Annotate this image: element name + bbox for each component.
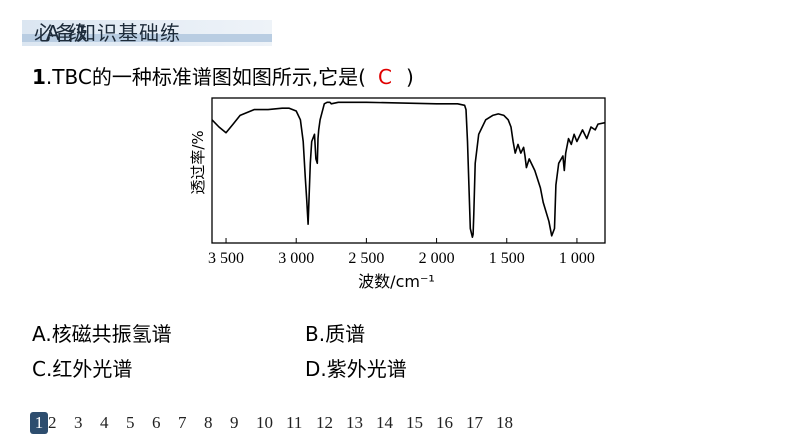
page-link-12[interactable]: 12 xyxy=(316,413,333,432)
option-a[interactable]: A.核磁共振氢谱 xyxy=(32,322,172,346)
question-number: 1 xyxy=(32,65,46,89)
page-link-9[interactable]: 9 xyxy=(230,413,239,432)
section-banner: A 级必备知识基础练 xyxy=(22,20,272,46)
page-link-6[interactable]: 6 xyxy=(152,413,161,432)
x-tick-label: 3 500 xyxy=(208,250,244,267)
page-link-4[interactable]: 4 xyxy=(100,413,109,432)
question-close: ) xyxy=(405,65,414,89)
section-title: 必备知识基础练 xyxy=(34,21,181,45)
page-link-14[interactable]: 14 xyxy=(376,413,393,432)
option-b[interactable]: B.质谱 xyxy=(305,322,366,346)
y-axis-label: 透过率/% xyxy=(189,130,207,194)
page-link-16[interactable]: 16 xyxy=(436,413,453,432)
section-level: A 级 xyxy=(46,21,90,45)
x-tick-label: 1 000 xyxy=(559,250,595,267)
page-link-8[interactable]: 8 xyxy=(204,413,213,432)
banner-band xyxy=(22,34,272,42)
page-link-11[interactable]: 11 xyxy=(286,413,303,432)
page-link-13[interactable]: 13 xyxy=(346,413,363,432)
page-link-15[interactable]: 15 xyxy=(406,413,423,432)
page-link-3[interactable]: 3 xyxy=(74,413,83,432)
section-heading: A 级必备知识基础练 xyxy=(34,20,181,46)
question-text: .TBC的一种标准谱图如图所示,它是( xyxy=(45,65,366,89)
x-tick-label: 2 000 xyxy=(419,250,455,267)
option-d[interactable]: D.紫外光谱 xyxy=(305,357,407,381)
x-axis-label: 波数/cm⁻¹ xyxy=(358,272,435,291)
page-link-1[interactable]: 1 xyxy=(30,412,48,434)
page-link-2[interactable]: 2 xyxy=(48,413,57,432)
x-tick-label: 3 000 xyxy=(278,250,314,267)
page-link-10[interactable]: 10 xyxy=(256,413,273,432)
answer-mark: C xyxy=(378,65,392,89)
option-c[interactable]: C.红外光谱 xyxy=(32,357,133,381)
spectrum-line xyxy=(211,101,606,238)
page-link-7[interactable]: 7 xyxy=(178,413,187,432)
page-link-18[interactable]: 18 xyxy=(496,413,513,432)
x-tick-label: 1 500 xyxy=(489,250,525,267)
page-link-5[interactable]: 5 xyxy=(126,413,135,432)
x-tick-label: 2 500 xyxy=(348,250,384,267)
page-link-17[interactable]: 17 xyxy=(466,413,483,432)
plot-frame xyxy=(211,97,606,244)
question-stem: 1.TBC的一种标准谱图如图所示,它是( C) xyxy=(32,62,414,92)
